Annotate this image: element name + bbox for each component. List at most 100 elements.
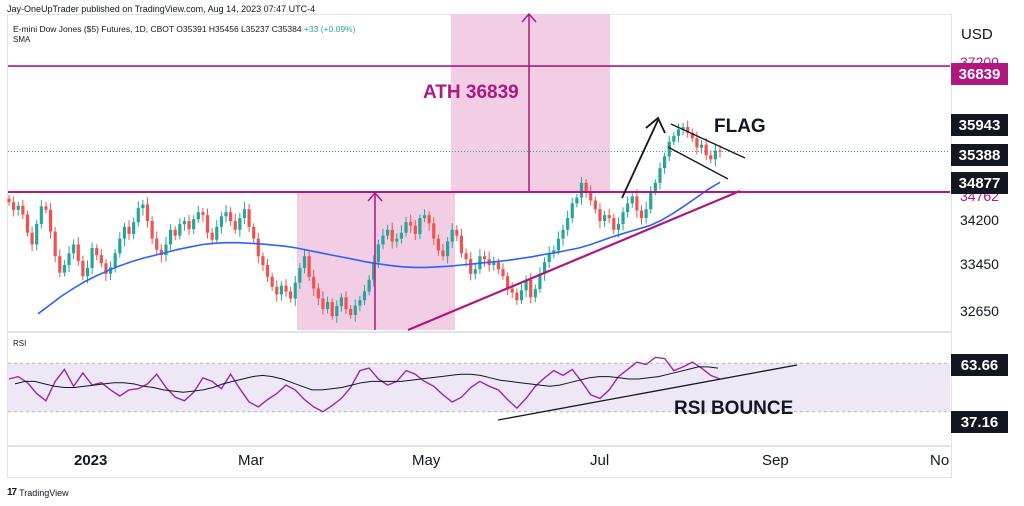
candle — [584, 182, 588, 192]
candle — [90, 248, 94, 268]
candle — [335, 306, 339, 317]
candle — [533, 289, 537, 298]
candle — [187, 221, 191, 230]
candle — [108, 267, 113, 274]
candle — [113, 253, 117, 268]
candle — [713, 150, 717, 160]
candle — [316, 288, 320, 299]
flag-pole-head — [645, 116, 666, 134]
publisher-line: Jay-OneUpTrader published on TradingView… — [7, 4, 316, 14]
candle — [482, 256, 487, 260]
candle — [672, 135, 676, 142]
candle — [159, 249, 163, 256]
change-value: +33 (+0.09%) — [303, 24, 356, 34]
candle — [72, 244, 76, 254]
ath-annotation: ATH 36839 — [423, 82, 519, 103]
sma-line — [37, 181, 721, 315]
candle — [649, 191, 653, 210]
rsi-band — [8, 363, 950, 412]
candle — [376, 244, 380, 263]
candle — [718, 150, 722, 152]
candle — [25, 214, 30, 233]
candle — [422, 215, 427, 219]
candle — [219, 216, 223, 227]
candle — [653, 182, 657, 192]
measure-box-2 — [451, 14, 610, 193]
candle — [215, 226, 219, 240]
candle — [136, 208, 140, 223]
candle — [413, 225, 417, 234]
candle — [598, 209, 602, 221]
candle — [695, 138, 699, 148]
candle — [44, 206, 48, 210]
rsi-trend-line — [497, 364, 798, 421]
candle — [681, 127, 685, 130]
candle — [492, 262, 496, 266]
candle — [99, 255, 103, 264]
candle — [362, 291, 367, 301]
candle — [265, 265, 270, 277]
candle — [21, 205, 25, 215]
candle — [367, 279, 371, 292]
candle — [344, 297, 348, 310]
candle — [690, 132, 694, 139]
price-tick: 32650 — [960, 303, 999, 319]
candle — [145, 204, 150, 221]
candle — [95, 248, 99, 256]
candle — [418, 218, 422, 234]
candle — [547, 253, 551, 263]
rsi-line — [8, 356, 721, 413]
price-tag: 34877 — [951, 172, 1008, 194]
candle — [242, 209, 247, 219]
candle — [284, 285, 288, 292]
ohlc-values: O35391 H35456 L35237 C35384 — [176, 24, 302, 34]
candle — [455, 229, 459, 236]
candle — [385, 229, 390, 236]
candle — [390, 229, 394, 242]
candle — [616, 223, 621, 230]
candle — [312, 276, 316, 289]
candle — [270, 276, 274, 287]
candle — [459, 235, 464, 254]
candle — [662, 156, 667, 169]
price-tag: 35388 — [951, 144, 1008, 166]
time-axis-frame — [7, 446, 952, 478]
rsi-label: RSI — [13, 339, 27, 348]
candle — [127, 226, 131, 234]
candle — [538, 273, 542, 290]
candle — [612, 218, 616, 230]
candle — [496, 262, 500, 270]
candle — [427, 215, 431, 224]
candle — [16, 205, 20, 210]
candle — [182, 221, 187, 224]
price-tag: 35943 — [951, 114, 1008, 136]
candle — [168, 229, 173, 245]
candle — [552, 250, 556, 254]
candle — [293, 282, 297, 299]
candle — [261, 256, 265, 266]
candle — [192, 219, 196, 230]
candle — [570, 203, 574, 219]
time-tick: Jul — [590, 452, 610, 469]
candle — [122, 226, 127, 239]
candle — [589, 191, 593, 201]
candle — [164, 244, 168, 256]
candle — [432, 223, 436, 239]
rsi-signal-line — [14, 366, 719, 393]
candle — [473, 269, 477, 274]
candle — [233, 221, 237, 230]
candle — [395, 238, 399, 242]
candle — [561, 229, 565, 239]
rsi-pane-frame — [7, 332, 952, 446]
candle — [358, 300, 362, 306]
trend-line — [407, 189, 741, 332]
candle — [252, 226, 256, 239]
candle — [579, 182, 584, 198]
candle — [205, 215, 210, 233]
rsi-value-tag: 63.66 — [951, 354, 1008, 376]
candle — [321, 298, 325, 310]
candle — [53, 231, 57, 257]
candle — [173, 229, 177, 236]
currency-selector[interactable]: USD — [961, 26, 993, 43]
